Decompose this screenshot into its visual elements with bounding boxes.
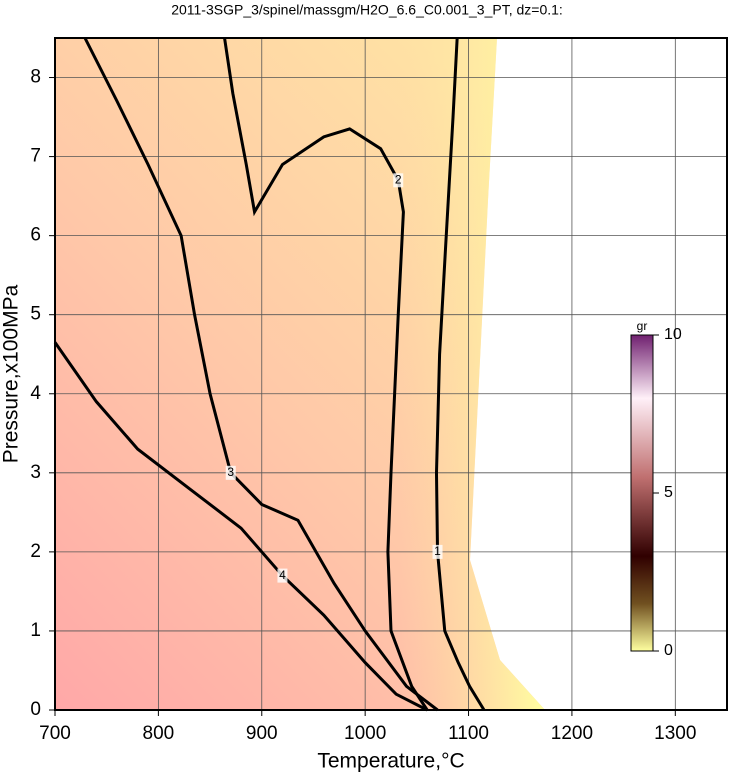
- y-axis-label: Pressure,x100MPa: [0, 284, 23, 463]
- y-tick-label: 5: [30, 304, 41, 325]
- contour-line: [223, 37, 429, 711]
- y-tick-label: 1: [30, 620, 41, 641]
- x-tick-label: 900: [246, 723, 278, 744]
- contour-label-bg: [277, 568, 288, 583]
- x-tick-label: 1300: [654, 723, 696, 744]
- x-tick-label: 1100: [448, 723, 489, 744]
- contour-label: 2: [395, 172, 402, 186]
- x-tick-label: 1000: [344, 723, 386, 744]
- x-axis-label: Temperature,°C: [317, 750, 464, 773]
- y-tick-label: 2: [30, 541, 41, 562]
- x-tick-label: 1200: [551, 723, 593, 744]
- colorbar-tick-label: 0: [664, 642, 673, 659]
- y-tick-label: 6: [30, 225, 41, 246]
- y-tick-label: 8: [30, 67, 41, 88]
- field-edge: [400, 38, 545, 710]
- contour-label-bg: [225, 465, 236, 480]
- x-tick-label: 700: [39, 723, 71, 744]
- y-tick-label: 0: [30, 699, 41, 720]
- colorbar-tick-label: 5: [664, 484, 673, 501]
- contours: 1 2 3 4: [53, 37, 486, 712]
- contour-label: 4: [279, 568, 286, 582]
- plot-frame: [54, 37, 728, 711]
- y-tick-label: 7: [30, 146, 41, 167]
- y-tick-label: 4: [30, 383, 41, 404]
- colorbar-tick-label: 10: [664, 326, 682, 343]
- x-tick-label: 800: [143, 723, 175, 744]
- contour-label: 1: [434, 544, 441, 558]
- contour-label-bg: [393, 173, 404, 188]
- y-tick-label: 3: [30, 462, 41, 483]
- contour-line: [434, 37, 486, 711]
- contour-label-bg: [432, 544, 443, 559]
- contour-line: [53, 341, 428, 712]
- chart-title: 2011-3SGP_3/spinel/massgm/H2O_6.6_C0.001…: [171, 2, 563, 18]
- colorbar: [630, 334, 654, 652]
- colorbar-label: gr: [637, 319, 648, 333]
- contour-label: 3: [227, 465, 234, 479]
